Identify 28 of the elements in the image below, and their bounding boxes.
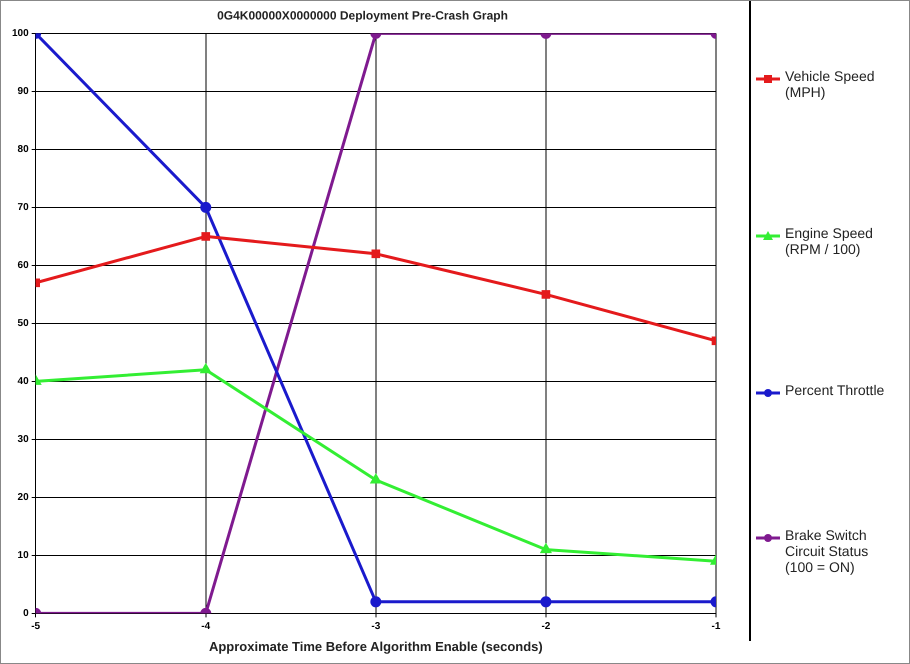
legend-label: Percent Throttle: [785, 382, 884, 398]
legend-label: Vehicle Speed (MPH): [785, 68, 876, 100]
point: [372, 249, 380, 258]
point: [542, 290, 550, 299]
y-tick-label: 20: [18, 492, 30, 504]
point: [200, 364, 211, 374]
x-tick-label: -5: [31, 621, 41, 632]
point: [540, 544, 551, 554]
y-tick-label: 10: [18, 550, 30, 562]
y-tick-label: 100: [12, 28, 30, 40]
y-tick-label: 50: [18, 318, 30, 330]
y-tick-label: 60: [18, 260, 30, 272]
x-tick-label: -3: [371, 621, 381, 632]
point: [370, 474, 381, 484]
y-tick-label: 30: [18, 434, 30, 446]
legend-label: Brake Switch Circuit Status (100 = ON): [785, 526, 870, 574]
point: [201, 232, 210, 241]
x-tick-label: -4: [201, 621, 211, 632]
y-tick-label: 70: [18, 202, 30, 214]
y-tick-label: 90: [18, 86, 30, 98]
y-tick-label: 0: [23, 608, 30, 620]
x-tick-label: -1: [712, 621, 721, 632]
x-tick-label: -2: [541, 621, 551, 632]
y-tick-label: 40: [18, 376, 30, 388]
x-axis-title: Approximate Time Before Algorithm Enable (seconds): [208, 638, 543, 654]
legend-label: Engine Speed (RPM / 100): [785, 224, 874, 256]
y-tick-label: 80: [18, 144, 30, 156]
chart-title: 0G4K00000X0000000 Deployment Pre-Crash Graph: [217, 8, 508, 23]
